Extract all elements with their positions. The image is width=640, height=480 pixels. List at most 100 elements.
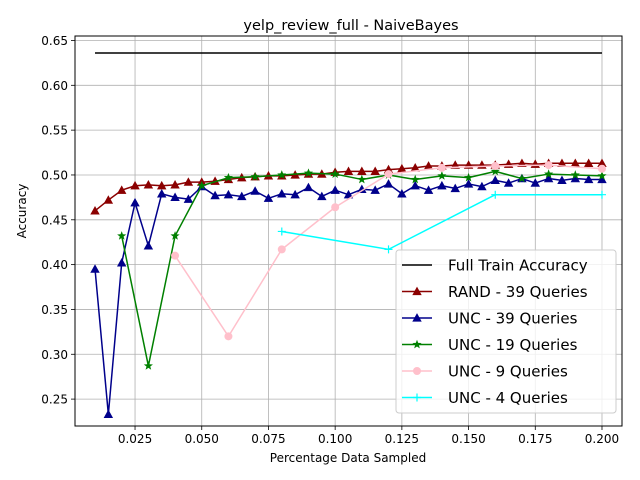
unc-39-queries-point	[530, 178, 540, 187]
unc-39-queries-point	[477, 181, 487, 191]
x-tick-label: 0.050	[185, 432, 219, 446]
rand-39-queries-point	[143, 180, 154, 189]
unc-39-queries-point	[397, 188, 407, 198]
legend: Full Train Accuracy RAND - 39 Queries UNC …	[395, 249, 617, 414]
unc-19-queries-point	[170, 231, 180, 240]
unc-39-queries-point	[557, 175, 567, 185]
x-tick-label: 0.200	[585, 432, 619, 446]
rand-39-queries-point	[583, 158, 594, 167]
y-tick-label: 0.30	[41, 348, 68, 362]
unc-9-queries-point	[224, 332, 233, 341]
unc-39-queries-point	[157, 188, 167, 198]
legend-swatch-marker	[412, 339, 422, 349]
unc-19-queries-point	[277, 170, 287, 179]
unc-19-queries-point	[197, 180, 207, 190]
legend-box	[395, 249, 617, 414]
unc-4-queries-line	[281, 193, 602, 251]
x-tick-label: 0.025	[118, 432, 152, 446]
x-axis-title: Percentage Data Sampled	[270, 451, 426, 465]
rand-39-queries-point	[116, 185, 127, 194]
unc-39-queries-point	[343, 189, 354, 199]
unc-19-queries-point	[410, 174, 420, 184]
unc-39-queries-point	[103, 409, 114, 419]
legend-item-unc-19-queries: UNC - 19 Queries	[402, 336, 578, 354]
legend-swatch-marker	[412, 286, 422, 296]
y-tick-label: 0.65	[41, 34, 68, 48]
unc-9-queries-point	[171, 251, 180, 260]
axes-frame	[74, 35, 623, 427]
x-tick-label: 0.150	[451, 432, 485, 446]
unc-9-queries-point	[597, 164, 606, 173]
unc-9-queries-point	[491, 162, 500, 170]
unc-9-queries-point	[544, 161, 553, 170]
unc-9-queries-point	[437, 163, 446, 172]
x-tick-label: 0.125	[385, 432, 419, 446]
unc-39-queries-point	[370, 185, 380, 194]
x-tick-label: 0.175	[518, 432, 552, 446]
unc-4-queries-point	[491, 190, 500, 199]
y-tick-label: 0.40	[41, 258, 68, 272]
unc-39-queries-point	[170, 192, 180, 202]
y-tick-label: 0.35	[41, 303, 68, 317]
unc-19-queries-point	[570, 170, 580, 179]
unc-9-queries-point	[277, 245, 286, 254]
unc-39-queries-point	[277, 188, 287, 198]
rand-39-queries-point	[130, 180, 140, 190]
rand-39-queries-point	[343, 166, 354, 176]
unc-39-queries-point	[437, 180, 447, 190]
rand-39-queries-point	[370, 166, 380, 176]
unc-19-queries-point	[330, 169, 340, 178]
unc-39-queries-point	[237, 191, 247, 201]
legend-label: UNC - 19 Queries	[448, 336, 578, 354]
unc-39-queries-point	[410, 180, 420, 190]
legend-label: UNC - 4 Queries	[448, 389, 568, 407]
unc-19-queries-point	[464, 172, 474, 182]
legend-swatch-marker	[412, 313, 422, 322]
unc-39-queries-point	[116, 258, 127, 267]
x-tick-label: 0.075	[251, 432, 285, 446]
unc-4-queries-point	[384, 245, 393, 254]
unc-39-queries-point	[210, 190, 220, 200]
legend-item-rand-39-queries: RAND - 39 Queries	[402, 283, 588, 301]
rand-39-queries-point	[103, 195, 114, 204]
unc-39-queries-point	[263, 193, 274, 202]
unc-19-queries-point	[143, 361, 153, 370]
y-tick-label: 0.50	[41, 168, 68, 182]
unc-4-queries-point	[277, 227, 286, 236]
series-unc-4-queries	[277, 190, 606, 254]
unc-39-queries-point	[383, 179, 394, 188]
unc-39-queries-point	[463, 179, 474, 188]
unc-19-queries-point	[597, 171, 607, 180]
unc-19-queries-point	[357, 174, 367, 184]
unc-39-queries-point	[183, 194, 194, 203]
unc-39-queries-point	[423, 185, 434, 194]
legend-label: UNC - 39 Queries	[448, 310, 578, 328]
unc-39-queries-point	[90, 264, 100, 273]
unc-19-queries-point	[437, 171, 447, 180]
unc-19-queries-point	[490, 166, 500, 176]
unc-39-queries-point	[583, 174, 594, 184]
chart-title: yelp_review_full - NaiveBayes	[243, 18, 458, 34]
unc-4-queries-point	[597, 190, 606, 199]
y-tick-label: 0.60	[41, 79, 68, 93]
unc-39-queries-point	[543, 173, 554, 183]
legend-label: Full Train Accuracy	[448, 257, 588, 275]
unc-39-queries-point	[503, 178, 514, 187]
legend-label: RAND - 39 Queries	[448, 283, 588, 301]
unc-39-queries-point	[130, 197, 140, 207]
unc-19-queries-point	[117, 231, 127, 240]
unc-39-queries-point	[250, 186, 260, 195]
rand-39-queries-point	[183, 177, 194, 186]
y-tick-label: 0.25	[41, 393, 68, 407]
unc-39-queries-point	[303, 182, 314, 192]
unc-19-queries-point	[544, 169, 554, 178]
y-tick-label: 0.45	[41, 213, 68, 227]
x-tick-label: 0.100	[318, 432, 352, 446]
legend-label: UNC - 9 Queries	[448, 363, 568, 381]
unc-39-queries-point	[450, 183, 460, 193]
legend-item-unc-4-queries: UNC - 4 Queries	[402, 389, 568, 407]
y-axis-title: Accuracy	[15, 184, 29, 239]
unc-39-queries-point	[223, 189, 234, 199]
legend-swatch-marker	[413, 367, 421, 375]
